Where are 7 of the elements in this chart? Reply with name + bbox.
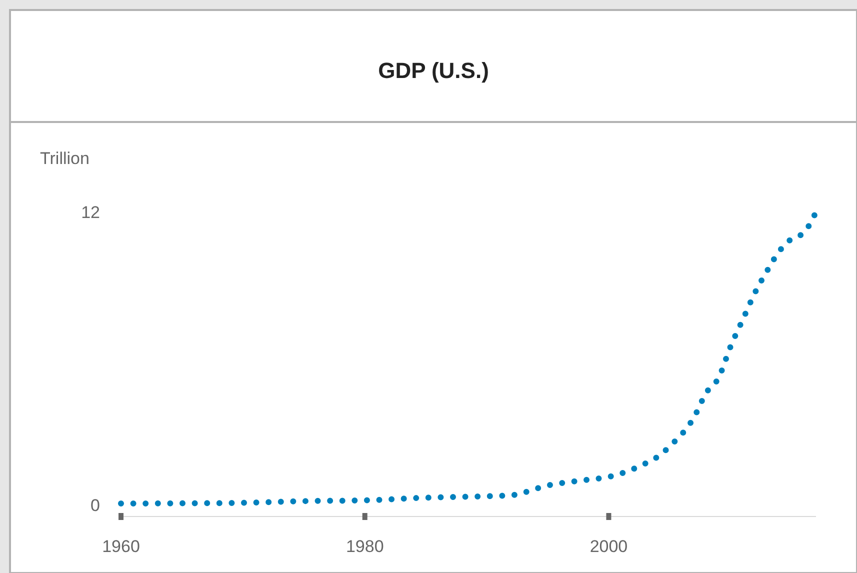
chart-title: GDP (U.S.) xyxy=(378,58,489,83)
y-axis-title: Trillion xyxy=(40,149,90,168)
y-tick-label: 12 xyxy=(81,202,100,222)
x-tick-label: 2000 xyxy=(590,537,628,556)
y-tick-label: 0 xyxy=(90,496,100,515)
x-tick-label: 1960 xyxy=(102,537,140,556)
x-tick-label: 1980 xyxy=(346,537,384,556)
